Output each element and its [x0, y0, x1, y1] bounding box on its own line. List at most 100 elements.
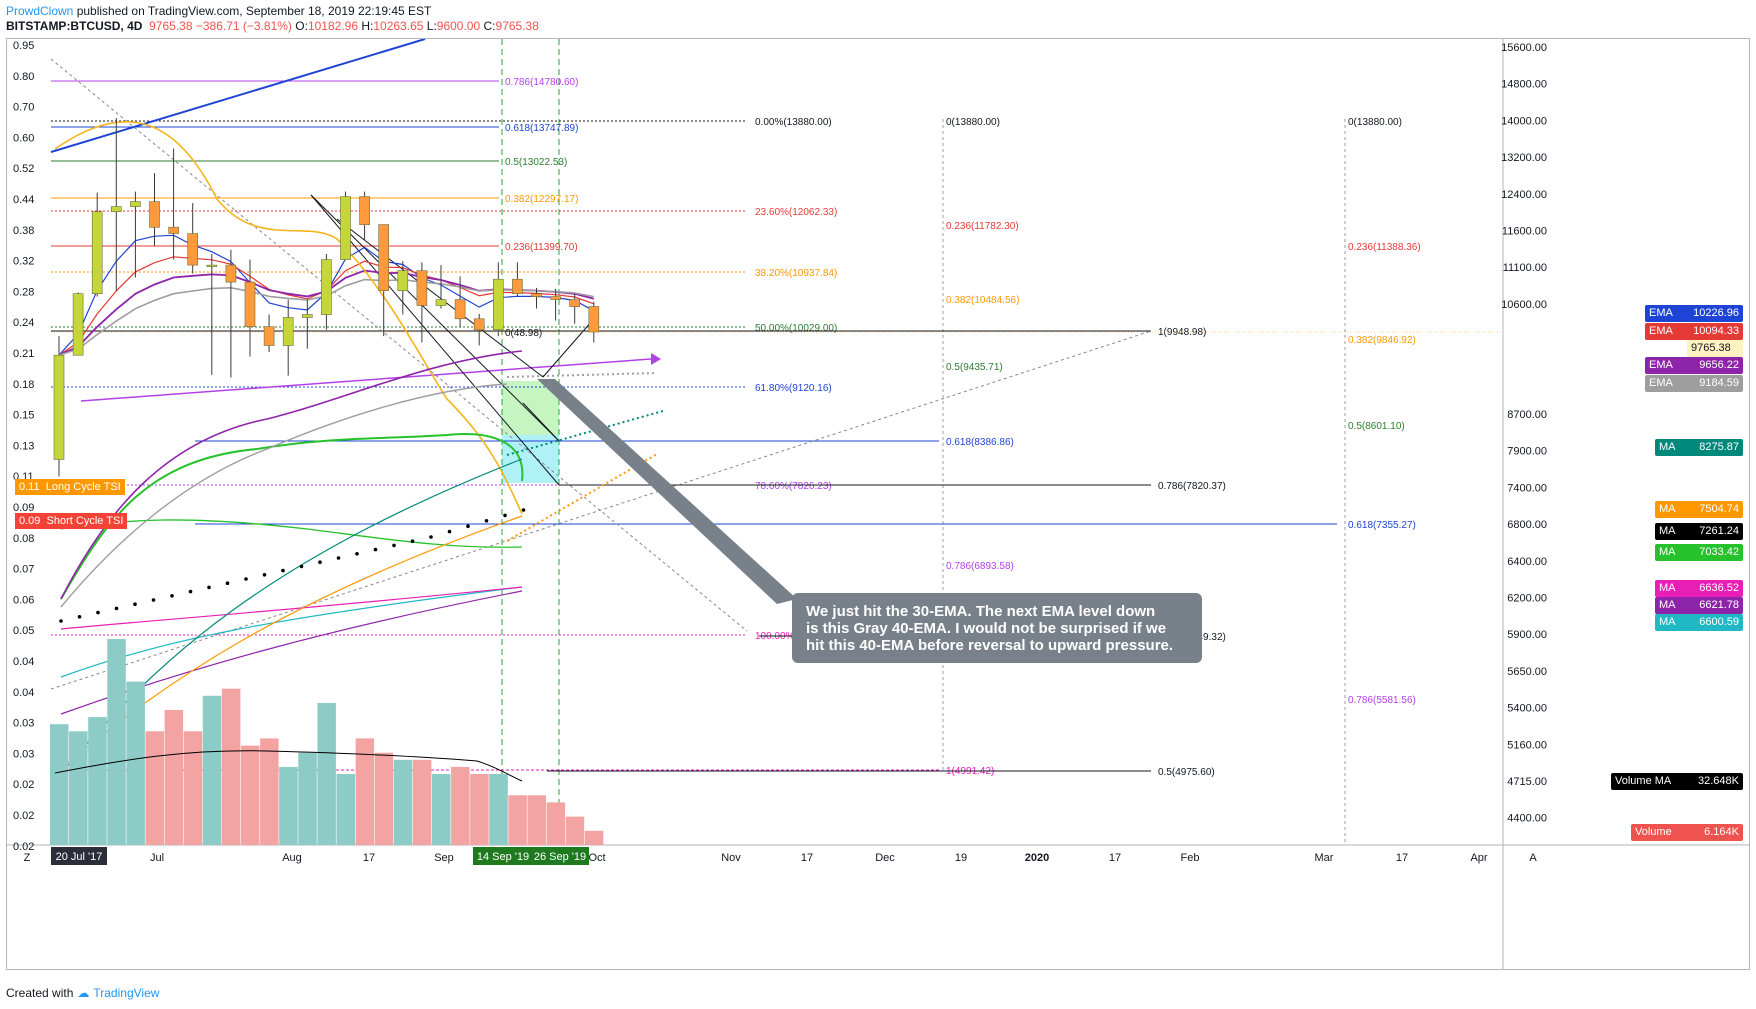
price-axis-tick: 5160.00	[1507, 739, 1547, 751]
fib-level-label: 0.786(14780.60)	[505, 77, 578, 88]
cycle-dot	[133, 602, 137, 606]
candle-body	[263, 326, 275, 346]
time-axis-z-label: Z	[24, 852, 31, 864]
cycle-dot	[244, 577, 248, 581]
fib-level-label: 23.60%(12062.33)	[755, 207, 837, 218]
left-axis-tick: 0.32	[13, 256, 34, 268]
last-price-badge-value: 9765.38	[1691, 342, 1731, 354]
ema-badge-1: EMA 10226.96	[1645, 305, 1743, 322]
fib-level-label: 0.236(11782.30)	[946, 221, 1019, 232]
fib-level-label: 0.618(13747.89)	[505, 123, 578, 134]
volume-bar	[126, 681, 145, 845]
fib-level-label: 1(9948.98)	[1158, 327, 1206, 338]
trend-line-blue	[50, 39, 426, 153]
ma-badge-3: MA 7261.24	[1655, 523, 1743, 540]
ma-badge-5-label: MA	[1659, 582, 1676, 594]
fib-level-label: 0.5(13022.53)	[505, 157, 567, 168]
cycle-dot	[466, 524, 470, 528]
fib-level-label: 0.00%(13880.00)	[755, 117, 832, 128]
volume-bar	[298, 752, 317, 845]
fib-level-label: 61.80%(9120.16)	[755, 383, 832, 394]
symbol-label[interactable]: BITSTAMP:BTCUSD, 4D	[6, 19, 143, 33]
ema-badge-3: EMA 9656.22	[1645, 357, 1743, 374]
open-value: 10182.96	[307, 19, 359, 33]
price-axis-tick: 6200.00	[1507, 593, 1547, 605]
time-axis-label: Nov	[721, 852, 741, 864]
short-cycle-tsi-badge: 0.09 Short Cycle TSI	[15, 513, 128, 529]
tradingview-link[interactable]: TradingView	[93, 986, 160, 1000]
tsi-long-line	[54, 120, 523, 515]
fib-level-label: 0.5(8601.10)	[1348, 421, 1405, 432]
ema-badge-4-label: EMA	[1649, 377, 1673, 389]
volume-bar	[355, 738, 375, 845]
left-axis-tick: 0.95	[13, 40, 34, 52]
candle-body	[130, 201, 141, 207]
cycle-dot	[336, 556, 341, 560]
volume-bar	[393, 759, 413, 845]
candle-body	[187, 233, 198, 266]
cycle-dot	[318, 560, 322, 564]
time-axis-label: Feb	[1181, 852, 1200, 864]
long-cycle-tsi-badge: 0.11 Long Cycle TSI	[15, 479, 125, 495]
left-axis-tick: 0.04	[13, 656, 34, 668]
volume-bar	[432, 774, 451, 845]
volume-bar	[279, 766, 298, 845]
volume-bar	[107, 639, 126, 845]
time-axis-label: 17	[1396, 852, 1408, 864]
ma-badge-2-label: MA	[1659, 503, 1676, 515]
left-axis-tick: 0.70	[13, 102, 34, 114]
time-axis-a-label: A	[1529, 852, 1537, 864]
trend-line-dashed-down	[50, 58, 748, 632]
left-axis-tick: 0.02	[13, 810, 34, 822]
candle-body	[301, 314, 313, 318]
candle-body	[340, 196, 351, 260]
last-price: 9765.38	[149, 19, 193, 33]
ma-badge-2-value: 7504.74	[1699, 503, 1739, 515]
price-axis-tick: 5400.00	[1507, 703, 1547, 715]
last-price-badge: 9765.38	[1687, 340, 1743, 357]
fib-level-label: 38.20%(10937.84)	[755, 268, 837, 279]
candle-body	[512, 278, 523, 294]
author-link[interactable]: ProwdClown	[6, 4, 74, 18]
volume-bar	[412, 759, 432, 845]
price-axis-tick: 5900.00	[1507, 629, 1547, 641]
candle-body	[244, 281, 256, 328]
volume-bar	[241, 745, 260, 845]
high-value: 10263.65	[373, 19, 424, 33]
left-axis-tick: 0.13	[13, 440, 34, 452]
fib-level-label: 0(48.98)	[505, 328, 542, 339]
candle-body	[435, 299, 447, 306]
ma-badge-1: MA 8275.87	[1655, 439, 1743, 456]
cycle-dot	[262, 573, 267, 577]
volume-bar	[317, 702, 336, 845]
chart-pane[interactable]: 0.786(14780.60) 0.618(13747.89) 0.5(13022.…	[6, 38, 1750, 970]
cycle-dot	[151, 598, 156, 602]
volume-bar	[508, 795, 527, 845]
publish-info: published on TradingView.com, September …	[76, 4, 432, 18]
fib-level-label: 0.382(9846.92)	[1348, 335, 1416, 346]
cycle-dot	[521, 508, 526, 512]
volume-bar	[202, 695, 222, 845]
cycle-dot	[410, 539, 415, 543]
left-axis-tick: 0.15	[13, 410, 34, 422]
candle-body	[359, 196, 370, 226]
fib-level-label: 0.382(12297.17)	[505, 194, 578, 205]
candle-body	[91, 211, 103, 294]
left-axis-tick: 0.09	[13, 502, 34, 514]
time-axis-label: 17	[363, 852, 375, 864]
time-badge-a: 14 Sep '19	[477, 851, 529, 863]
volume-bar	[584, 830, 604, 845]
arrow-line-3	[336, 218, 544, 378]
ma-badge-5: MA 6636.52	[1655, 580, 1743, 597]
candle-body	[473, 318, 485, 331]
price-chart[interactable]: 0.786(14780.60) 0.618(13747.89) 0.5(13022.…	[7, 39, 1749, 969]
price-axis-tick: 7400.00	[1507, 482, 1547, 494]
footer: Created with ☁ TradingView	[6, 986, 159, 1000]
ma-badge-7-label: MA	[1659, 616, 1676, 628]
candle-body	[397, 270, 409, 291]
price-axis-tick: 13200.00	[1501, 152, 1547, 164]
trend-line-dashed-up	[50, 330, 1152, 690]
cycle-dot	[59, 619, 63, 623]
time-axis-label: Sep	[434, 852, 454, 864]
fib-level-label: 0.5(4975.60)	[1158, 767, 1215, 778]
